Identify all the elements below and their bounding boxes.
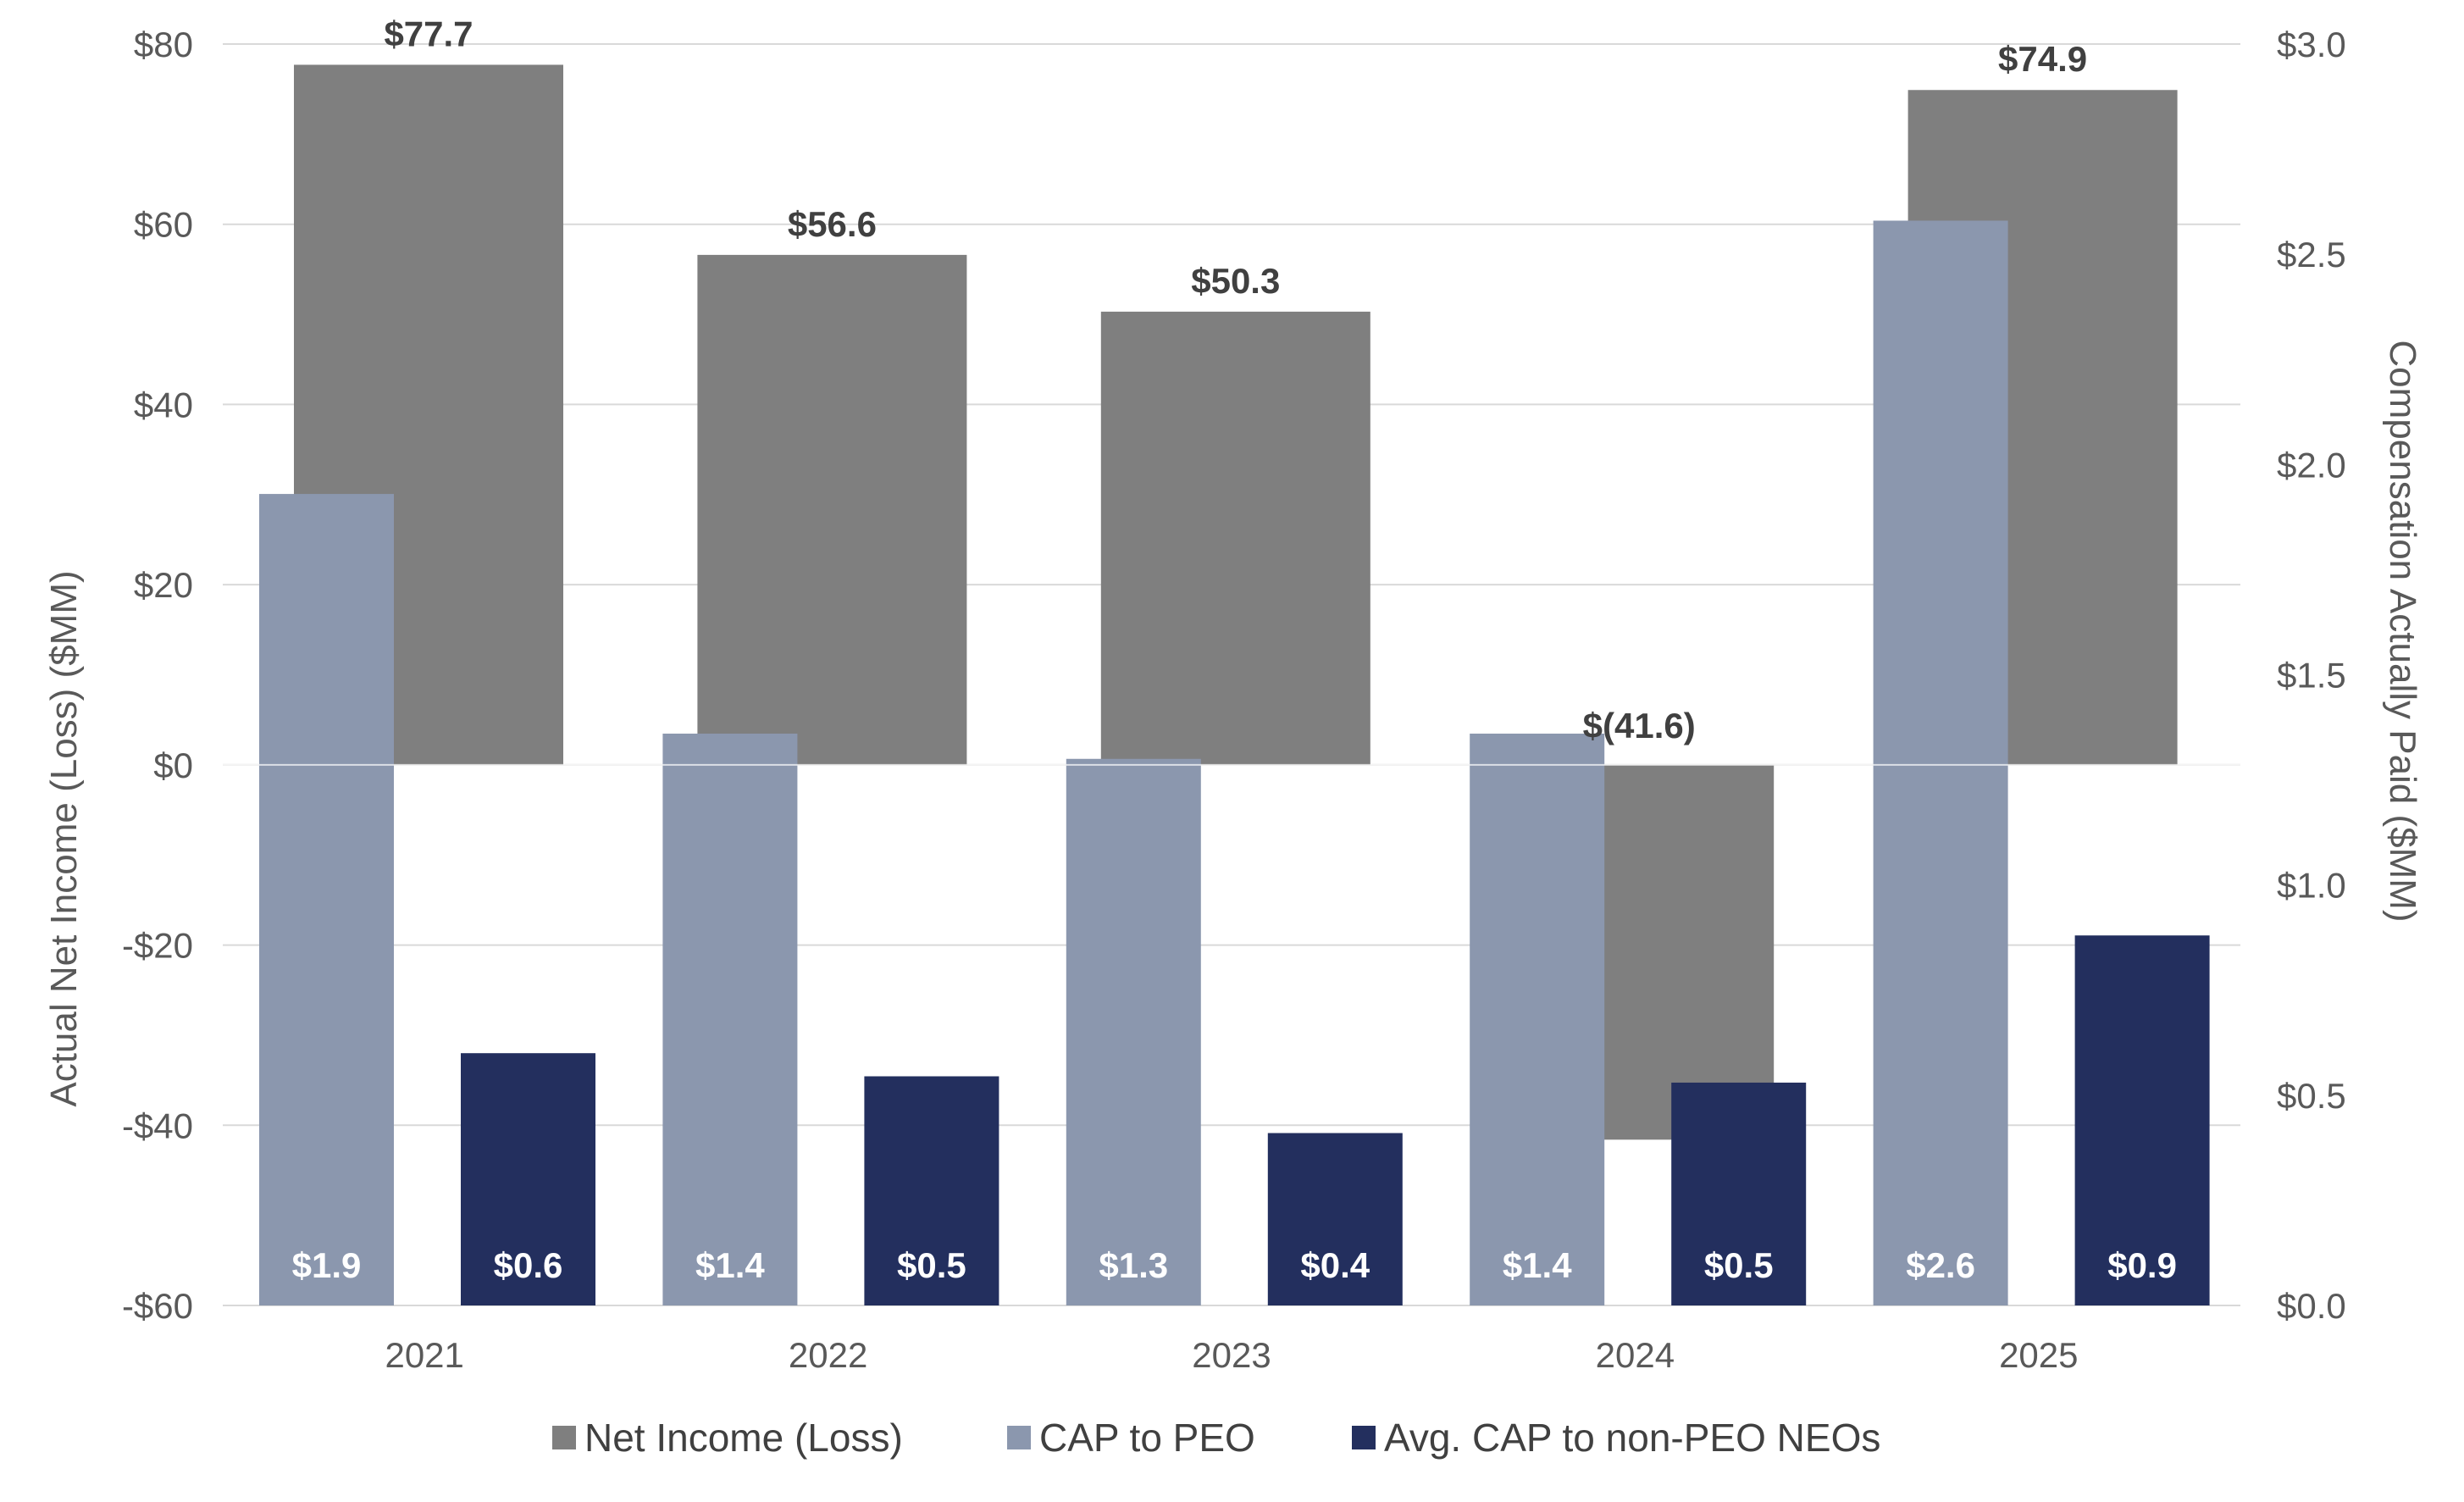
right-tick-label: $1.0 xyxy=(2277,866,2346,906)
data-label-avg-cap-non-peo-2022: $0.5 xyxy=(897,1245,966,1285)
right-tick-label: $2.5 xyxy=(2277,235,2346,274)
axes: Actual Net Income (Loss) ($MM) Compensat… xyxy=(43,25,2423,1375)
x-tick-label: 2025 xyxy=(1999,1335,2078,1375)
bar-cap-to-peo-2023 xyxy=(1066,758,1201,1305)
data-label-net-income-2024: $(41.6) xyxy=(1583,706,1696,745)
legend: Net Income (Loss) CAP to PEO Avg. CAP to n… xyxy=(552,1416,1880,1460)
data-label-avg-cap-non-peo-2024: $0.5 xyxy=(1704,1245,1774,1285)
left-tick-label: $0 xyxy=(153,745,193,785)
bar-net-income-2023 xyxy=(1100,311,1370,765)
left-tick-label: -$40 xyxy=(122,1106,193,1145)
left-tick-label: $40 xyxy=(134,385,193,424)
bar-avg-cap-non-peo-2022 xyxy=(864,1076,999,1305)
legend-swatch-cap-to-peo xyxy=(1007,1426,1031,1449)
data-label-cap-to-peo-2022: $1.4 xyxy=(695,1245,765,1285)
data-label-avg-cap-non-peo-2025: $0.9 xyxy=(2107,1245,2177,1285)
x-tick-label: 2022 xyxy=(789,1335,867,1375)
legend-label-avg-cap-to-non-peo-neos: Avg. CAP to non-PEO NEOs xyxy=(1384,1416,1880,1460)
bar-cap-to-peo-2022 xyxy=(662,733,798,1305)
data-label-cap-to-peo-2025: $2.6 xyxy=(1906,1245,1975,1285)
bar-net-income-2022 xyxy=(697,254,967,765)
bar-avg-cap-non-peo-2025 xyxy=(2074,935,2210,1305)
legend-label-net-income-loss: Net Income (Loss) xyxy=(584,1416,903,1460)
legend-swatch-net-income-loss xyxy=(552,1426,576,1449)
bar-avg-cap-non-peo-2024 xyxy=(1671,1082,1807,1305)
right-axis-title: Compensation Actually Paid ($MM) xyxy=(2382,340,2423,922)
x-tick-label: 2023 xyxy=(1192,1335,1271,1375)
left-tick-label: $60 xyxy=(134,205,193,245)
x-tick-label: 2021 xyxy=(385,1335,463,1375)
bar-avg-cap-non-peo-2023 xyxy=(1267,1133,1403,1305)
bar-cap-to-peo-2025 xyxy=(1873,220,2008,1306)
data-label-avg-cap-non-peo-2021: $0.6 xyxy=(494,1245,563,1285)
right-tick-label: $0.5 xyxy=(2277,1076,2346,1116)
data-label-net-income-2023: $50.3 xyxy=(1191,261,1280,301)
right-tick-label: $0.0 xyxy=(2277,1286,2346,1326)
data-label-net-income-2021: $77.7 xyxy=(384,14,473,53)
data-label-cap-to-peo-2023: $1.3 xyxy=(1099,1245,1168,1285)
left-tick-label: -$20 xyxy=(122,926,193,966)
left-tick-label: -$60 xyxy=(122,1286,193,1326)
bars xyxy=(259,64,2210,1306)
data-label-net-income-2025: $74.9 xyxy=(1998,39,2087,79)
data-label-avg-cap-non-peo-2023: $0.4 xyxy=(1300,1245,1370,1285)
right-tick-label: $1.5 xyxy=(2277,656,2346,696)
legend-swatch-avg-cap-to-non-peo-neos xyxy=(1352,1426,1376,1449)
data-labels: $77.7 $1.9 $0.6 $56.6 $1.4 $0.5 $50.3 $1.3 $0.4 $… xyxy=(223,14,2240,1285)
data-label-cap-to-peo-2024: $1.4 xyxy=(1503,1245,1572,1285)
left-tick-label: $20 xyxy=(134,565,193,605)
bar-cap-to-peo-2021 xyxy=(259,494,394,1305)
bar-avg-cap-non-peo-2021 xyxy=(461,1053,595,1305)
left-axis-title: Actual Net Income (Loss) ($MM) xyxy=(43,570,85,1106)
legend-label-cap-to-peo: CAP to PEO xyxy=(1039,1416,1255,1460)
x-tick-label: 2024 xyxy=(1596,1335,1675,1375)
data-label-net-income-2022: $56.6 xyxy=(788,204,877,244)
right-tick-label: $2.0 xyxy=(2277,445,2346,485)
data-label-cap-to-peo-2021: $1.9 xyxy=(292,1245,362,1285)
bar-cap-to-peo-2024 xyxy=(1470,733,1605,1305)
right-tick-label: $3.0 xyxy=(2277,25,2346,64)
left-tick-label: $80 xyxy=(134,25,193,64)
